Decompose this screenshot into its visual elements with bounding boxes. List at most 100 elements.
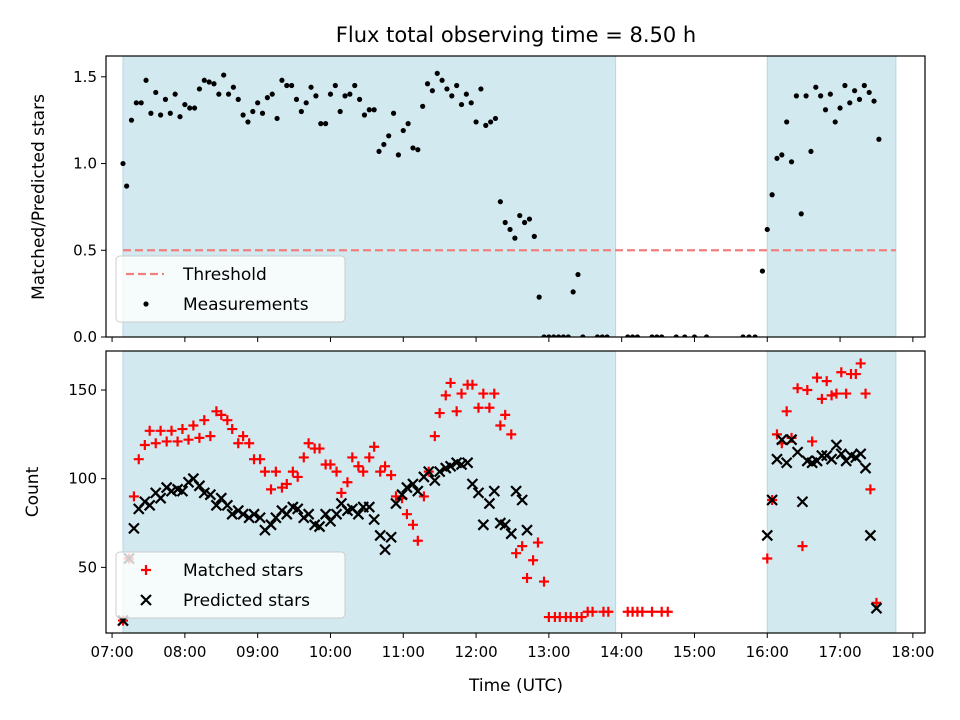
observing-window-2: [766, 55, 897, 338]
matched-star-point: [139, 440, 150, 450]
measurement-point: [420, 103, 426, 109]
matched-star-point: [762, 553, 773, 564]
matched-star-point: [532, 537, 543, 548]
matched-star-point: [484, 402, 495, 413]
measurement-point: [221, 72, 227, 78]
matched-star-point: [347, 452, 358, 463]
predicted-star-point: [433, 465, 446, 478]
predicted-star-point: [785, 433, 798, 446]
predicted-star-point: [444, 460, 457, 473]
predicted-star-point: [830, 439, 843, 451]
measurement-point: [318, 121, 324, 127]
matched-star-point: [539, 576, 550, 587]
measurement-point: [327, 91, 334, 97]
matched-star-point: [500, 409, 511, 420]
measurement-point: [386, 133, 392, 139]
x-tick-label: 10:00: [309, 643, 352, 661]
measurement-point: [274, 115, 280, 122]
measurement-point: [798, 211, 804, 217]
measurement-point: [352, 82, 358, 89]
measurement-point: [245, 119, 251, 125]
measurement-point: [634, 334, 641, 337]
measurement-point: [871, 98, 877, 104]
measurement-point: [759, 268, 766, 274]
measurement-point: [813, 84, 819, 90]
predicted-star-point: [499, 519, 511, 531]
measurement-point: [808, 148, 814, 155]
matched-star-point: [266, 484, 277, 495]
measurement-point: [405, 121, 411, 127]
predicted-star-point: [488, 485, 501, 497]
measurement-point: [746, 334, 752, 337]
measurement-point: [376, 148, 382, 155]
matched-star-point: [478, 388, 489, 399]
predicted-star-point: [516, 494, 528, 506]
matched-star-point: [216, 409, 227, 420]
measurement-point: [371, 107, 377, 113]
predicted-star-point: [825, 453, 838, 465]
matched-star-point: [287, 466, 298, 477]
matched-star-point: [128, 491, 139, 502]
measurement-point: [167, 110, 173, 116]
matched-star-point: [786, 432, 797, 443]
measurement-point: [439, 77, 445, 83]
matched-star-point: [336, 487, 347, 498]
matched-star-point: [292, 471, 303, 482]
matched-star-point: [797, 541, 808, 552]
matched-star-point: [380, 461, 391, 472]
legend-measurement-swatch: [143, 301, 149, 307]
predicted-star-point: [776, 433, 788, 446]
measurement-point: [201, 77, 207, 83]
matched-star-point: [871, 597, 882, 608]
predicted-star-point: [379, 543, 391, 556]
measurement-point: [143, 77, 149, 83]
measurement-point: [575, 271, 581, 278]
predicted-star-point: [176, 485, 189, 497]
matched-star-point: [821, 376, 832, 387]
measurement-point: [356, 96, 363, 102]
matched-star-point: [802, 385, 813, 396]
measurement-point: [240, 112, 246, 118]
measurement-point: [332, 82, 338, 89]
measurement-point: [740, 334, 746, 337]
predicted-star-point: [429, 474, 441, 487]
measurement-point: [313, 93, 319, 99]
matched-star-point: [144, 425, 155, 436]
measurement-point: [497, 199, 503, 205]
measurement-point: [410, 145, 416, 151]
measurement-point: [323, 121, 329, 127]
predicted-star-point: [483, 497, 496, 510]
legend: Threshold Measurements: [115, 255, 346, 323]
predicted-star-point: [291, 503, 304, 515]
legend-box: [115, 551, 346, 619]
measurement-point: [531, 233, 537, 239]
legend-box: [115, 255, 346, 323]
measurement-point: [381, 141, 387, 148]
matched-star-point: [637, 606, 648, 617]
matched-star-point: [816, 393, 827, 404]
matched-star-point: [150, 438, 161, 449]
y-tick-label: 1.5: [73, 68, 97, 86]
matched-star-point: [418, 491, 429, 502]
predicted-star-point: [412, 485, 424, 497]
predicted-star-point: [154, 492, 167, 504]
measurement-point: [284, 82, 290, 89]
measurement-point: [580, 334, 586, 337]
measurement-point: [818, 93, 824, 99]
predicted-star-point: [363, 501, 376, 513]
y-axis-label-count: Count: [23, 466, 43, 517]
plot-frame: [105, 350, 926, 634]
predicted-star-point: [385, 531, 397, 544]
predicted-star-point: [302, 508, 315, 520]
measurement-point: [395, 152, 402, 158]
measurement-point: [196, 86, 203, 92]
y-tick-label: 1.0: [73, 155, 97, 173]
matched-star-point: [511, 548, 522, 559]
measurement-point: [279, 77, 285, 83]
measurement-point: [847, 100, 853, 106]
measurement-point: [308, 84, 314, 90]
predicted-star-point: [330, 508, 343, 520]
matched-star-point: [259, 466, 270, 477]
measurement-point: [259, 110, 266, 116]
predicted-star-point: [466, 478, 479, 490]
